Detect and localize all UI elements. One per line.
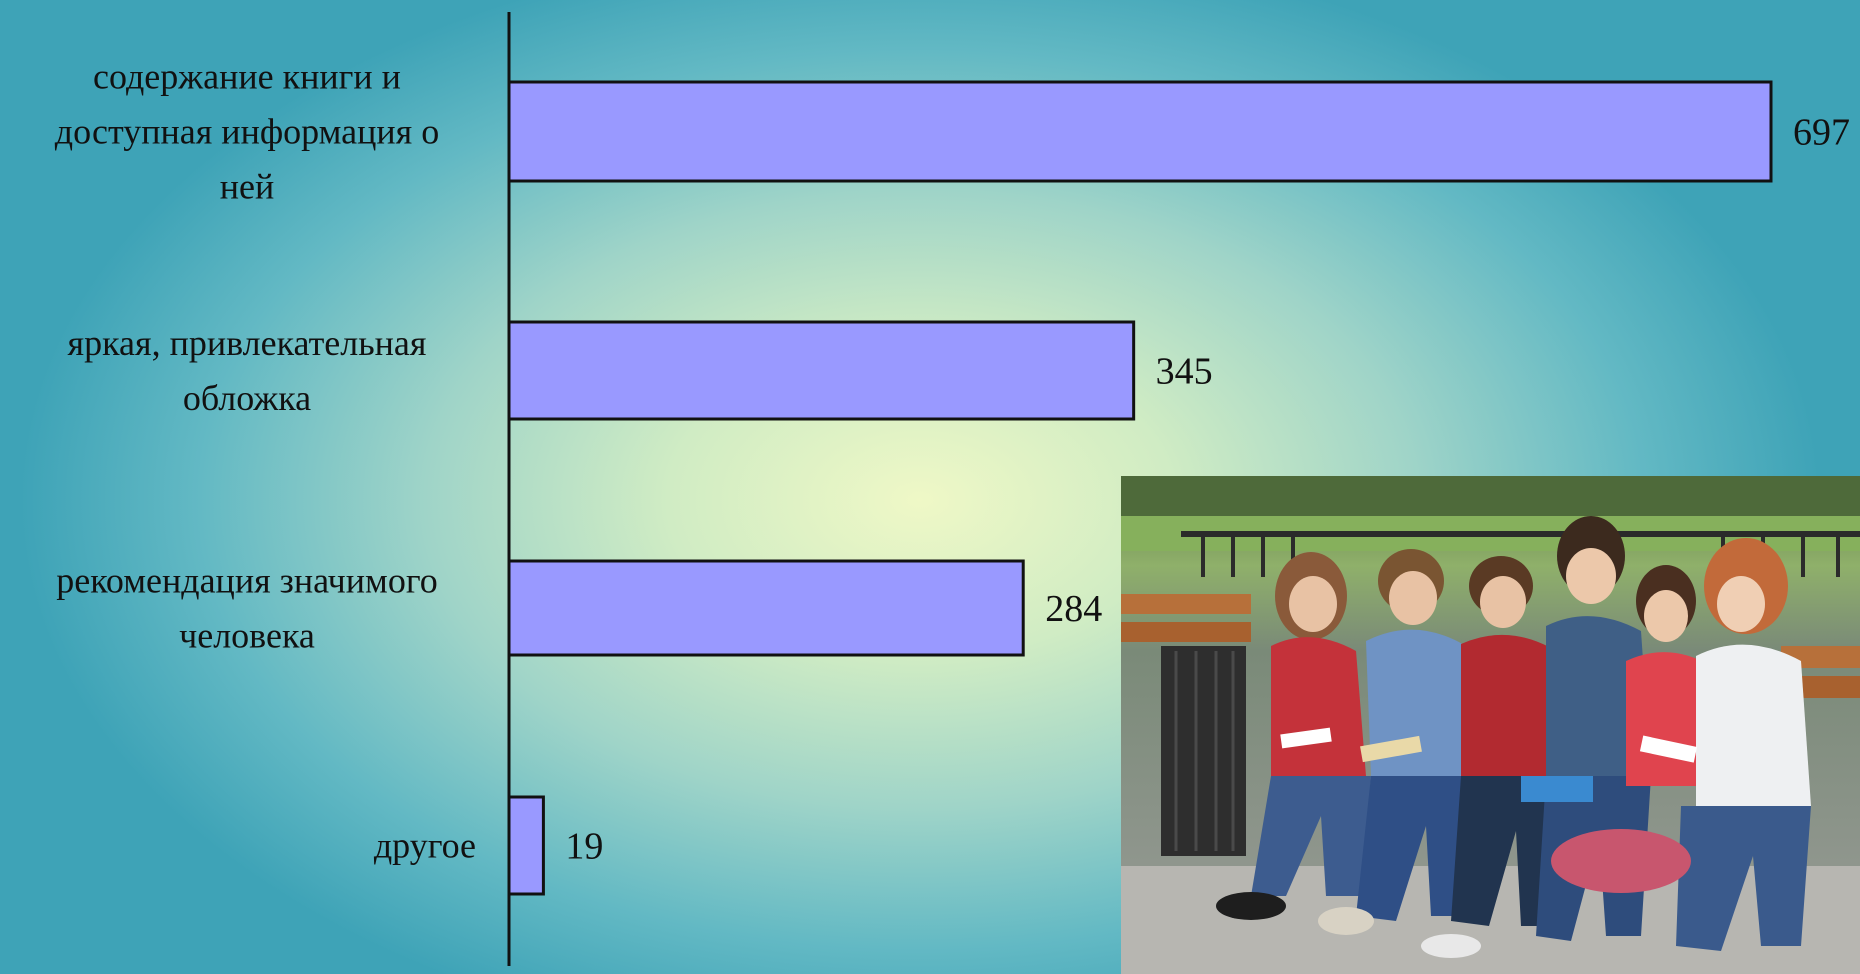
value-label-3: 284 bbox=[1045, 588, 1102, 630]
value-label-4: 19 bbox=[565, 826, 603, 868]
bar-2 bbox=[507, 320, 1136, 421]
category-label-4: другое bbox=[374, 826, 476, 866]
bar-1 bbox=[507, 80, 1773, 183]
bar-4 bbox=[507, 795, 545, 896]
category-label-1-line-2: доступная информация о bbox=[55, 112, 439, 152]
category-label-3-line-2: человека bbox=[179, 616, 315, 656]
category-label-2-line-1: яркая, привлекательная bbox=[68, 323, 427, 363]
value-labels: 697 345 284 19 bbox=[565, 112, 1850, 868]
bar-3 bbox=[507, 559, 1025, 657]
value-label-1: 697 bbox=[1793, 112, 1850, 154]
category-label-3: рекомендация значимого человека bbox=[56, 561, 437, 656]
category-label-1: содержание книги и доступная информация о… bbox=[55, 57, 439, 207]
category-label-1-line-1: содержание книги и bbox=[93, 57, 401, 97]
category-label-2: яркая, привлекательная обложка bbox=[68, 323, 427, 418]
children-reading-photo bbox=[1121, 476, 1860, 974]
value-label-2: 345 bbox=[1156, 351, 1213, 393]
category-label-4-line-1: другое bbox=[374, 826, 476, 866]
category-label-1-line-3: ней bbox=[220, 167, 275, 207]
category-label-2-line-2: обложка bbox=[183, 378, 311, 418]
category-label-3-line-1: рекомендация значимого bbox=[56, 561, 437, 601]
category-labels: содержание книги и доступная информация о… bbox=[55, 57, 476, 866]
bars-layer bbox=[507, 80, 1773, 896]
